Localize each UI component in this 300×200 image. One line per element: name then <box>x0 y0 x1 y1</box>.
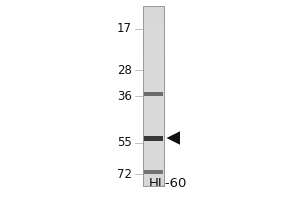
Bar <box>142 6 164 186</box>
Bar <box>142 90 164 96</box>
Polygon shape <box>167 131 180 145</box>
Bar <box>142 102 164 108</box>
Bar <box>142 66 164 72</box>
Bar <box>142 42 164 48</box>
Bar <box>142 132 164 138</box>
Bar <box>142 36 164 42</box>
Bar <box>143 136 163 140</box>
Bar <box>142 108 164 114</box>
Bar <box>142 6 164 12</box>
Bar <box>142 12 164 18</box>
Bar <box>142 126 164 132</box>
Bar <box>142 96 164 102</box>
Bar <box>142 150 164 156</box>
Text: 72: 72 <box>117 168 132 180</box>
Text: HL-60: HL-60 <box>149 177 187 190</box>
Bar <box>142 144 164 150</box>
Bar <box>142 54 164 60</box>
Text: 28: 28 <box>117 64 132 76</box>
Bar <box>142 60 164 66</box>
Text: 36: 36 <box>117 90 132 102</box>
Text: 55: 55 <box>117 137 132 150</box>
Bar <box>142 156 164 162</box>
Bar <box>142 138 164 144</box>
Bar <box>142 30 164 36</box>
Bar <box>142 6 164 186</box>
Bar <box>143 92 163 96</box>
Bar <box>142 174 164 180</box>
Bar <box>142 78 164 84</box>
Bar <box>142 84 164 90</box>
Text: 17: 17 <box>117 22 132 36</box>
Bar <box>142 24 164 30</box>
Bar <box>142 72 164 78</box>
Bar <box>142 180 164 186</box>
Bar <box>142 162 164 168</box>
Bar <box>142 114 164 120</box>
Bar <box>142 168 164 174</box>
Bar <box>142 120 164 126</box>
Bar <box>143 170 163 174</box>
Bar <box>142 48 164 54</box>
Bar <box>142 18 164 24</box>
